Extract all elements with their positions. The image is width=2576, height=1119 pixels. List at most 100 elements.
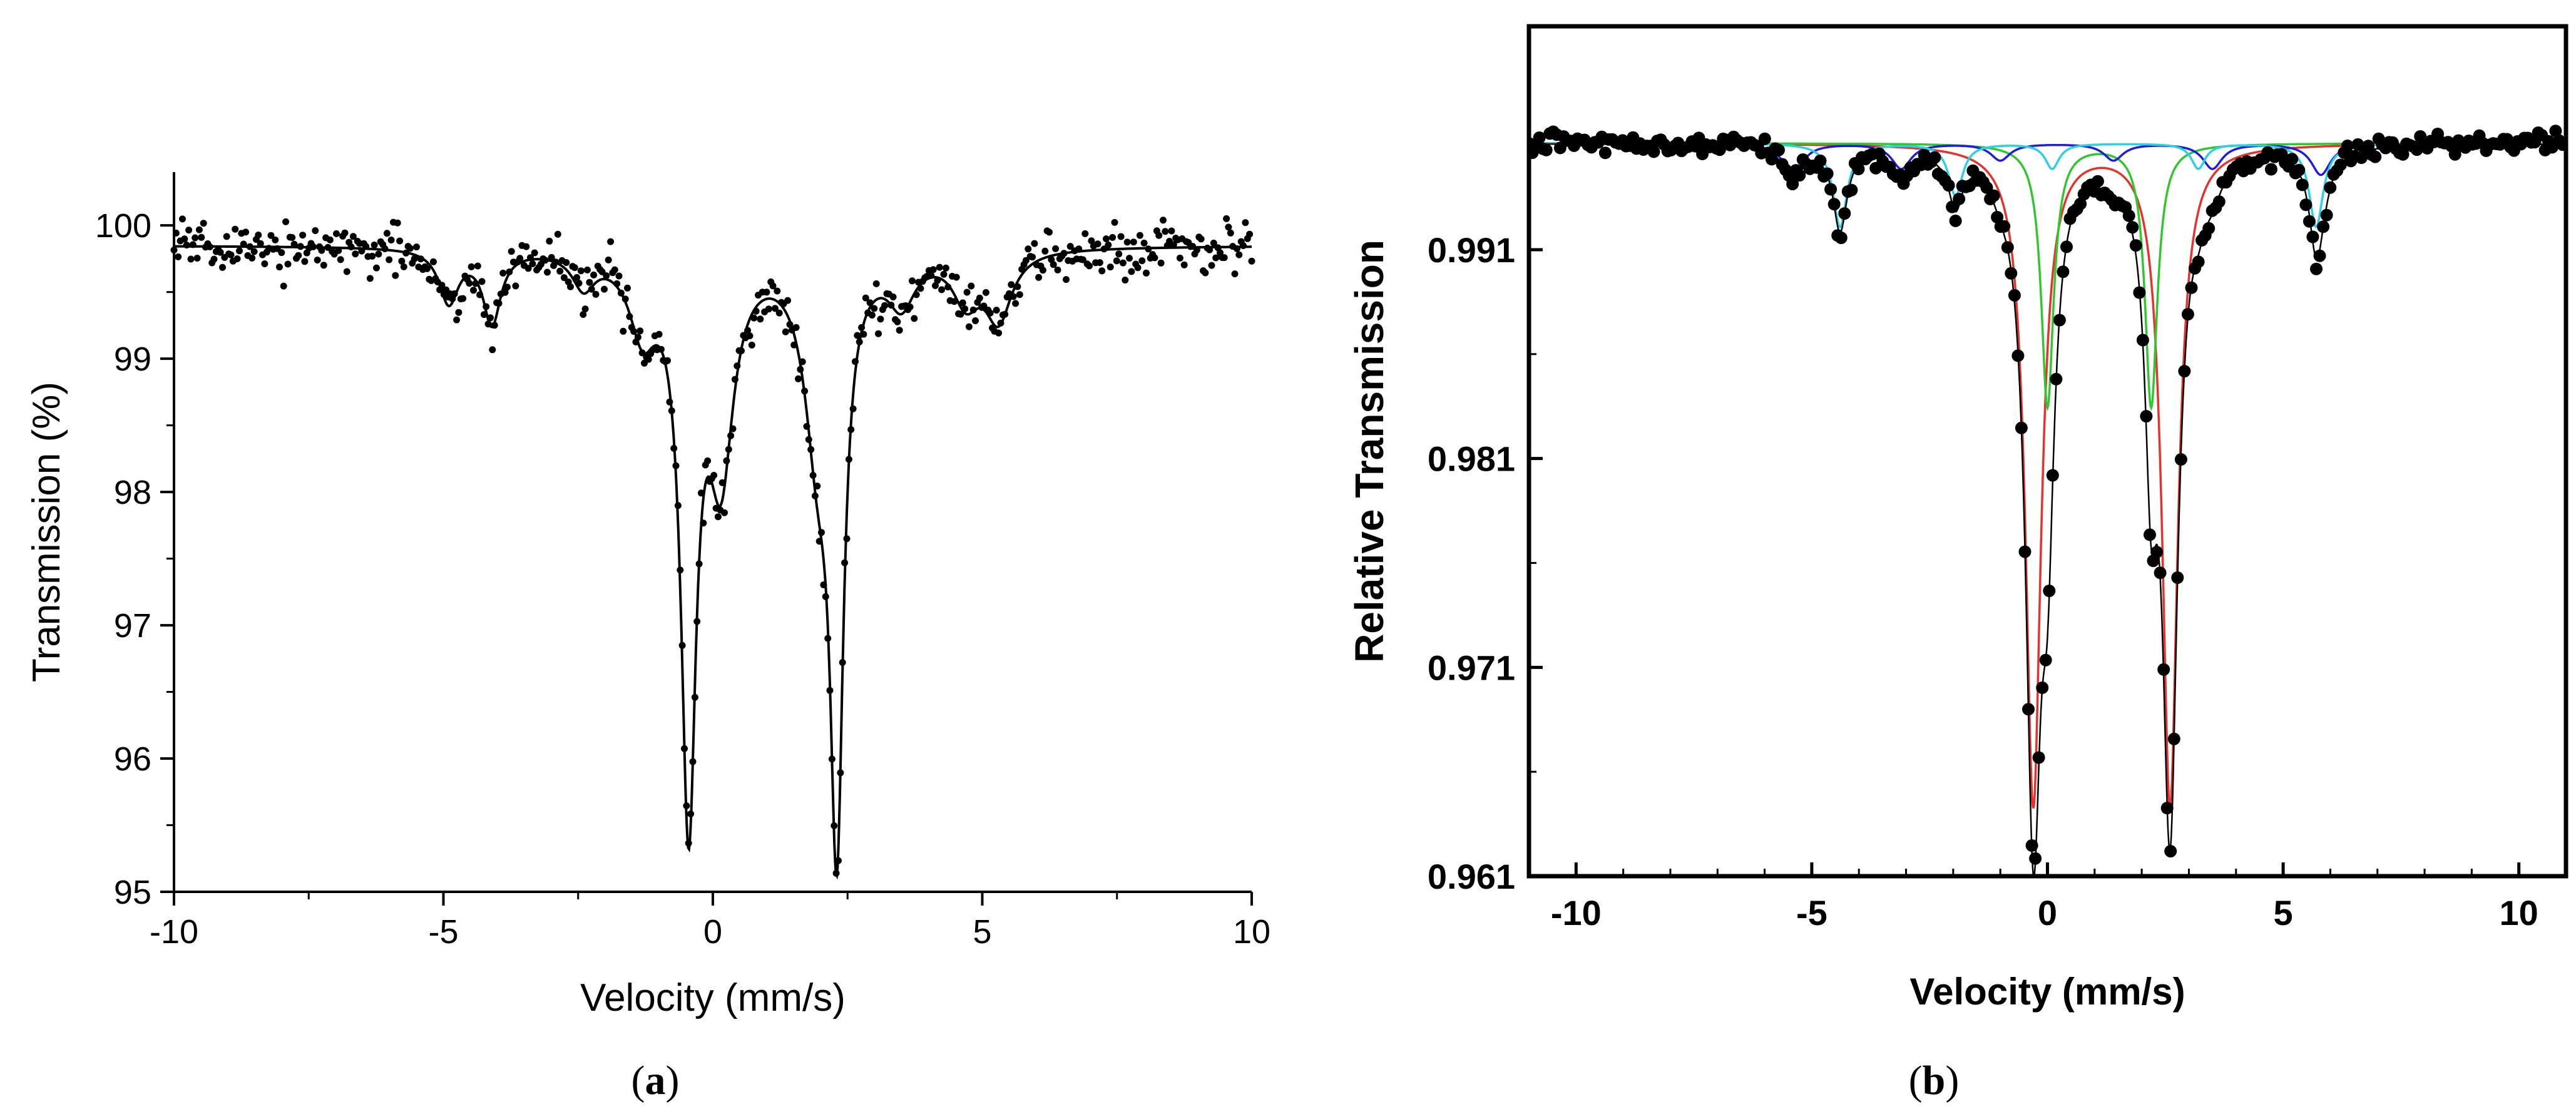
panel-a-data-point [394,219,401,227]
panel-a-data-point [1014,283,1021,290]
panel-b-data-point [2046,469,2059,482]
panel-a-data-point [1123,238,1131,246]
panel-b-data-point [1991,211,2004,223]
panel-a-data-point [573,273,581,281]
panel-a-data-point [822,593,829,600]
panel-b-data-point [2313,249,2326,262]
panel-a-data-point [548,253,555,261]
panel-b-data-point [2174,453,2187,466]
panel-b-letter: b [1923,1058,1946,1103]
panel-a-data-point [1145,245,1152,253]
panel-a-data-point [489,346,496,354]
panel-a-data-point [501,289,509,296]
panel-a-data-point [847,426,855,433]
panel-a-data-point [480,311,488,319]
panel-a-data-point [406,245,414,252]
panel-b-data-point [1772,143,1785,156]
panel-a-data-point [881,302,889,309]
panel-a-data-point [771,305,779,312]
panel-a-data-point [470,287,477,294]
panel-a-data-point [727,432,735,439]
panel-a-data-point [854,332,861,339]
panel-b-data-point [1713,143,1726,156]
panel-a-data-point [1143,269,1150,277]
panel-a-data-point [963,289,971,296]
panel-a-data-point [1138,257,1146,265]
panel-a-data-point [868,312,876,319]
panel-a-data-point [375,250,382,258]
panel-a-data-point [687,810,695,817]
panel-b-data-point [2074,197,2087,210]
panel-a-data-point [698,489,705,497]
panel-a-y-tick-label: 97 [114,607,151,645]
panel-a-data-point [666,398,673,406]
panel-a-data-point [860,330,867,338]
panel-a-data-point [1060,250,1068,257]
panel-a-data-point [872,280,880,287]
panel-a-data-point [381,245,389,252]
panel-a-data-point [837,769,844,777]
panel-a-data-point [877,315,884,323]
panel-a-data-point [267,232,275,239]
panel-a-data-point [1025,245,1032,253]
panel-b-data-point [2181,308,2194,321]
panel-a-data-point [938,286,946,294]
panel-a-data-point [1063,276,1070,284]
panel-b-data-point [1998,220,2011,233]
panel-a-data-point [957,310,964,318]
panel-a-data-point [1202,269,1209,277]
panel-a-data-point [1206,246,1214,253]
panel-a-data-point [875,330,882,337]
panel-a-data-point [314,257,321,263]
panel-b-x-tick-label: 10 [2500,893,2538,932]
panel-b-data-point [2032,751,2045,764]
panel-a-data-point [858,324,866,331]
panel-a-data-point [366,275,374,282]
panel-a-data-point [590,271,598,278]
panel-a-data-point [951,298,958,305]
panel-a-data-point [929,266,937,273]
panel-a-data-point [912,291,920,299]
panel-a-data-point [911,315,918,322]
panel-a-data-point [299,232,307,239]
panel-a-data-point [352,250,359,258]
panel-a-data-point [843,535,851,543]
panel-b-data-point [2133,286,2146,299]
panel-a-data-point [668,407,675,414]
panel-b-data-point [2015,421,2028,434]
panel-a-data-point [1075,245,1083,253]
panel-a-data-point [896,327,903,334]
panel-b-data-point [2122,209,2135,222]
panel-b-data-point [2008,289,2021,302]
panel-b-data-point [1949,214,1962,227]
panel-a-data-point [818,529,825,536]
panel-a-data-point [236,247,243,255]
panel-a-data-point [453,316,461,324]
panel-a-data-point [466,280,473,287]
panel-a-data-point [969,306,977,314]
panel-a-data-point [261,260,268,267]
panel-a-data-point [792,324,800,331]
panel-a-data-point [484,320,492,328]
panel-a-data-point [571,264,578,272]
panel-a-data-point [723,457,730,464]
panel-a-data-point [784,297,792,304]
panel-a-data-point [685,839,692,847]
panel-a-data-point [552,258,560,266]
panel-a-data-point [554,230,561,238]
panel-a-data-point [826,687,834,694]
panel-a-data-point [1231,270,1239,278]
panel-a-data-point [889,294,897,300]
panel-a-data-point [1122,277,1129,284]
panel-a-data-point [272,236,279,243]
panel-a-data-point [280,282,287,290]
panel-a-data-point [217,248,224,256]
panel-a-data-point [824,635,832,642]
panel-b-data-point [1953,192,1966,205]
panel-a-data-point [362,243,370,250]
panel-a-data-point [1031,240,1038,247]
panel-a-data-point [341,229,349,237]
panel-a-data-point [887,302,895,309]
panel-a-data-point [541,257,549,264]
panel-a-data-point [1016,291,1023,299]
